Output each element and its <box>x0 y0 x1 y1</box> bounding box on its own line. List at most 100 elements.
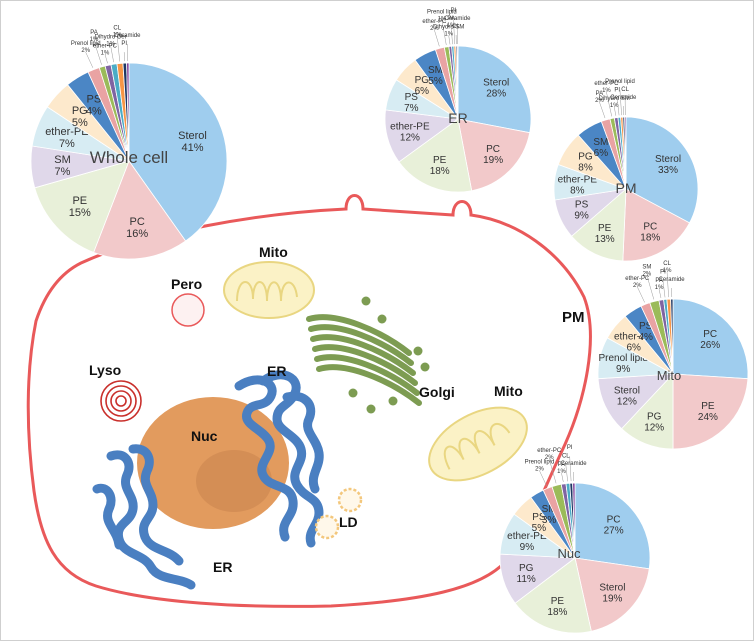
slice-label: CL <box>621 87 629 93</box>
label-nuc: Nuc <box>191 428 218 444</box>
slice-label: Sterol 19% <box>599 583 625 605</box>
slice-label: CL 1% <box>113 26 122 39</box>
slice-label: Prenol lipid 2% <box>525 460 555 473</box>
golgi-cisterna <box>310 334 416 376</box>
golgi-vesicle <box>361 296 371 306</box>
slice-label: Ceramide <box>561 461 588 467</box>
slice-label: SM 6% <box>593 137 608 159</box>
slice-label: CL <box>452 24 460 30</box>
lipid-droplet <box>314 514 340 540</box>
leader-line <box>85 51 94 68</box>
leader-line <box>637 286 645 303</box>
slice-label: PA 1% <box>655 278 664 291</box>
pie-slice <box>456 45 459 120</box>
lysosome <box>100 380 142 422</box>
label-lyso: Lyso <box>89 362 121 378</box>
er-network-right <box>234 370 324 548</box>
cell-diagram: Pero Mito Mito Golgi Lyso Nuc <box>26 194 592 608</box>
slice-label: Prenol lipid <box>605 79 635 85</box>
golgi-vesicle <box>420 362 430 372</box>
slice-label: PS 5% <box>532 512 547 534</box>
slice-label: ether-PE 12% <box>390 121 430 143</box>
plasma-membrane <box>26 194 592 608</box>
pie-slice <box>514 557 592 634</box>
slice-label: Sterol 28% <box>483 77 509 99</box>
leader-line <box>666 272 669 298</box>
pie-slice <box>622 188 691 262</box>
leader-line <box>450 27 453 45</box>
nucleolus <box>196 450 272 512</box>
leader-line <box>662 280 666 298</box>
pie-slice <box>571 188 627 262</box>
pie-slice <box>572 482 576 559</box>
pie-slice <box>398 118 473 193</box>
label-ld: LD <box>339 514 358 530</box>
lysosome-ring <box>110 390 132 412</box>
slice-label: ether-PE 9% <box>507 531 547 553</box>
slice-label: PG 11% <box>517 563 536 585</box>
pie-chart-mito: PC 26%PE 24%PG 12%Sterol 12%Prenol lipid 9%et… <box>597 261 749 450</box>
slice-label: CL 1% <box>663 261 672 274</box>
lipid-droplets <box>314 487 363 540</box>
slice-label: PS 7% <box>404 92 419 114</box>
slice-label: SM 5% <box>428 65 443 87</box>
mitochondrion-right <box>428 406 528 482</box>
slice-label: Prenol lipid 1% <box>427 9 457 22</box>
peroxisome <box>171 293 205 327</box>
leader-line <box>453 19 455 45</box>
slice-label: PA 1% <box>557 462 566 475</box>
slice-label: Sterol 41% <box>178 130 207 154</box>
slice-label: PA 1% <box>90 30 99 43</box>
slice-label: Dihydro SM 1% <box>599 96 630 109</box>
pie-slice <box>624 116 627 190</box>
slice-label: PI <box>614 87 620 93</box>
slice-label: PI <box>451 8 457 14</box>
leader-line <box>565 464 568 482</box>
label-er-bottom: ER <box>213 559 232 575</box>
golgi-apparatus <box>306 296 430 414</box>
leader-line <box>658 289 662 298</box>
er-network-left <box>92 444 196 590</box>
label-pm: PM <box>562 309 585 326</box>
pie-slice <box>126 62 130 162</box>
slice-label: ether-PE 6% <box>614 332 654 354</box>
label-er-top: ER <box>267 363 286 379</box>
leader-line <box>116 36 121 62</box>
golgi-vesicle <box>388 396 398 406</box>
pie-slice <box>574 482 651 570</box>
pie-slice <box>93 160 187 260</box>
slice-label: PC 16% <box>126 216 148 240</box>
pie-slice <box>672 373 749 450</box>
pie-title: ER <box>448 110 467 126</box>
leader-line <box>441 20 447 45</box>
lipid-droplet <box>337 487 363 513</box>
slice-label: PC 18% <box>640 222 660 244</box>
slice-label: PE 13% <box>595 223 615 245</box>
slice-label: SM 3% <box>542 504 557 526</box>
slice-label: ether-PC 1% <box>594 81 619 94</box>
slice-label: ether-PC 1% <box>93 44 118 57</box>
leader-line <box>549 459 557 484</box>
label-pero: Pero <box>171 276 202 292</box>
slice-label: Prenol lipid 2% <box>71 41 101 54</box>
label-mito-right: Mito <box>494 383 523 399</box>
leader-line <box>613 106 617 116</box>
slice-label: PC 19% <box>483 144 503 166</box>
leader-line <box>569 456 572 482</box>
pie-slice <box>574 557 650 632</box>
golgi-vesicle <box>366 404 376 414</box>
pie-title: Mito <box>657 368 682 383</box>
golgi-vesicle <box>348 388 358 398</box>
slice-label: ether-PC 2% <box>422 19 447 32</box>
pie-slice <box>457 45 532 134</box>
slice-label: PA 2% <box>595 91 604 104</box>
slice-label: SM 2% <box>642 264 652 277</box>
pie-slice <box>670 298 674 375</box>
mitochondrion-top <box>223 261 315 319</box>
leader-line <box>606 91 613 117</box>
pie-slice <box>457 118 531 192</box>
slice-label: ether-PC 2% <box>537 448 562 461</box>
slice-label: Dihydro SM 1% <box>433 25 464 38</box>
